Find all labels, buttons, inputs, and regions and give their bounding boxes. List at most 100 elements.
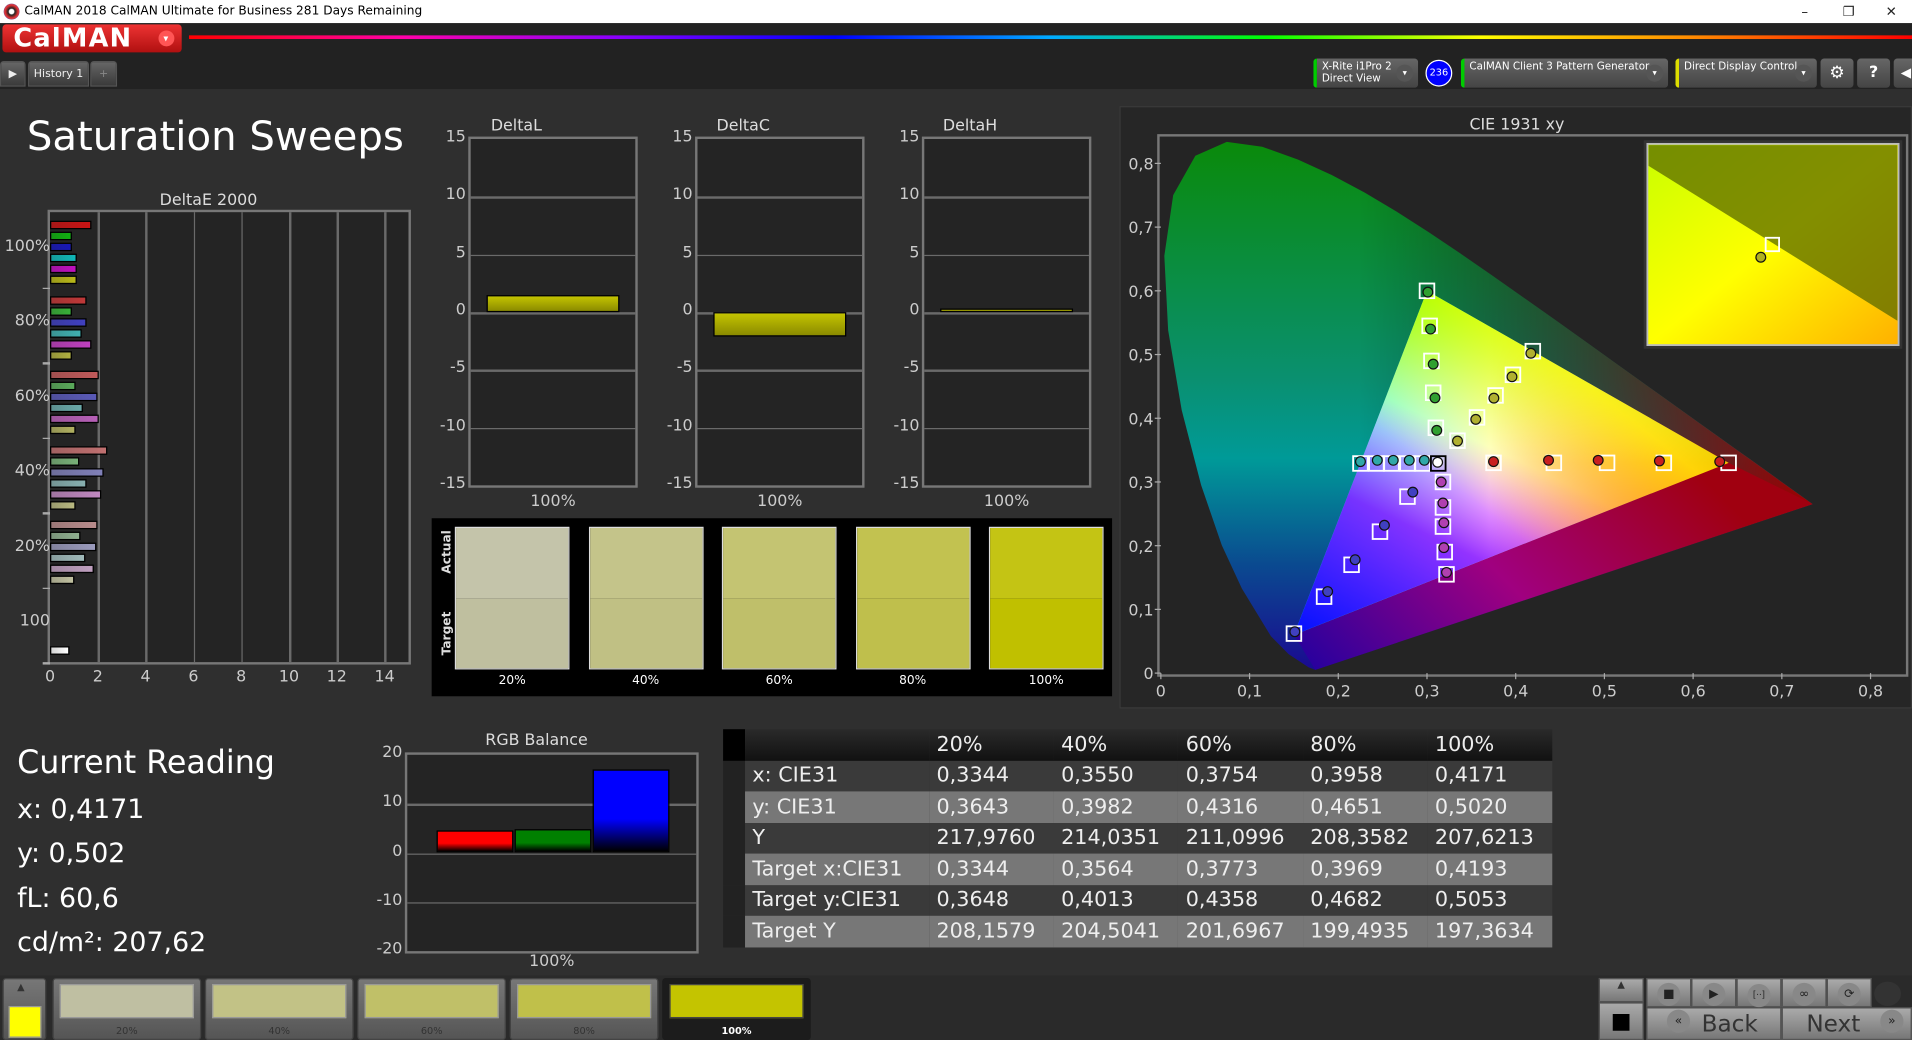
meter-selector[interactable]: X-Rite i1Pro 2 Direct View ▾ [1313, 58, 1419, 88]
table-row: Y 217,9760 214,0351 211,0996 208,3582 207,621… [723, 822, 1553, 854]
x-tick-label: 0,2 [1326, 681, 1351, 700]
category-label: 100% [530, 492, 576, 511]
cie-title: CIE 1931 xy [1469, 115, 1565, 135]
y-tick-label: 10 [445, 185, 466, 205]
target-color [856, 598, 969, 669]
patch-button-100%[interactable]: 100% [662, 977, 811, 1040]
loop-button[interactable]: ∞ [1781, 977, 1827, 1008]
table-cell: 207,6213 [1427, 822, 1553, 854]
column-header: 40% [1053, 729, 1179, 761]
current-patch-button[interactable]: ▲ [2, 977, 47, 1040]
gridline [407, 902, 697, 904]
deltae-title: DeltaE 2000 [159, 191, 258, 210]
table-cell: 204,5041 [1053, 915, 1179, 947]
back-button[interactable]: « Back [1646, 1007, 1782, 1040]
purple-line-region [1293, 462, 1813, 670]
table-cell: 0,3648 [929, 884, 1054, 916]
help-icon[interactable]: ? [1857, 58, 1891, 88]
window-title: CalMAN 2018 CalMAN Ultimate for Business… [24, 4, 423, 19]
table-row: Target Y 208,1579 204,5041 201,6967 199,4935… [723, 915, 1553, 947]
table-cell: 0,3643 [929, 791, 1054, 823]
bracket-icon: [··] [1747, 984, 1771, 1008]
tab-history-1[interactable]: History 1 [28, 60, 90, 87]
minimize-button[interactable]: – [1801, 3, 1809, 20]
rainbow-divider [189, 35, 1912, 40]
bracket-button[interactable]: [··] [1736, 977, 1782, 1008]
deltae-bar [49, 381, 76, 391]
x-tick-label: 0,8 [1858, 681, 1883, 700]
gridline [241, 212, 244, 663]
target-square [1434, 473, 1452, 491]
measured-point [1418, 454, 1430, 466]
y-tick-mark [42, 287, 50, 289]
x-tick-label: 0,7 [1769, 681, 1794, 700]
x-tick-label: 2 [92, 668, 103, 687]
restore-button[interactable]: ❐ [1842, 3, 1855, 20]
refresh-icon: ⟳ [1837, 982, 1861, 1006]
measured-point [1438, 517, 1450, 529]
x-tick-label: 10 [278, 668, 300, 687]
y-tick-label: -5 [903, 358, 920, 378]
inset-target-square [1764, 236, 1781, 253]
y-tick-label: 0,1 [1128, 600, 1153, 619]
rgb-bar [514, 829, 592, 853]
calman-menu-button[interactable]: CalMAN ▾ [2, 24, 182, 53]
measured-point [1422, 286, 1434, 298]
stop-button[interactable]: ■ [1646, 977, 1692, 1008]
table-cell: Target x:CIE31 [745, 853, 930, 885]
patch-label: 40% [268, 1025, 291, 1037]
title-bar: CalMAN 2018 CalMAN Ultimate for Business… [0, 0, 1912, 24]
collapse-icon[interactable]: ◀ [1893, 58, 1912, 88]
deltae-bar [49, 564, 95, 574]
source-selector[interactable]: CalMAN Client 3 Pattern Generator ▾ [1460, 58, 1669, 88]
add-tab-button[interactable]: + [90, 60, 118, 87]
table-row: Target x:CIE31 0,3344 0,3564 0,3773 0,3969 0,… [723, 853, 1553, 885]
group-label: 100% [4, 237, 50, 256]
y-tick-label: 0,7 [1128, 218, 1153, 237]
measured-point [1543, 454, 1555, 466]
display-selector[interactable]: Direct Display Control ▾ [1675, 58, 1817, 88]
y-tick-label: 0,8 [1128, 154, 1153, 173]
delta-bar [940, 308, 1074, 313]
big-stop-button[interactable]: ■ [1598, 1002, 1644, 1040]
play-button[interactable]: ▶ [1691, 977, 1737, 1008]
measured-point [1429, 392, 1441, 404]
table-cell: 0,3982 [1053, 791, 1179, 823]
y-tick-label: 0,5 [1128, 346, 1153, 365]
table-cell: 0,3550 [1053, 760, 1179, 792]
category-label: 100% [757, 492, 803, 511]
actual-color [589, 527, 702, 599]
target-color [990, 598, 1103, 669]
measured-point [1354, 456, 1366, 468]
deltae-bar [49, 414, 99, 424]
swatch-label: 40% [632, 674, 660, 688]
measured-point [1714, 456, 1726, 468]
swatch-100% [988, 526, 1104, 670]
patch-button-60%[interactable]: 60% [357, 977, 507, 1040]
gear-icon[interactable]: ⚙ [1820, 58, 1854, 88]
y-tick-mark [42, 587, 50, 589]
table-cell: 0,5053 [1427, 884, 1553, 916]
patch-button-80%[interactable]: 80% [509, 977, 659, 1040]
meter-badge[interactable]: 236 [1425, 59, 1453, 87]
refresh-button[interactable]: ⟳ [1826, 977, 1872, 1008]
patch-button-20%[interactable]: 20% [52, 977, 202, 1040]
y-tick-label: -15 [666, 474, 693, 493]
play-tab-button[interactable]: ▶ [0, 60, 26, 87]
gridline [470, 427, 636, 430]
next-button[interactable]: Next » [1781, 1007, 1912, 1040]
row-marker [723, 791, 746, 823]
measured-point [1437, 497, 1449, 509]
close-button[interactable]: ✕ [1885, 3, 1897, 20]
target-square [1524, 342, 1542, 360]
up-arrow-icon[interactable]: ▲ [1598, 977, 1644, 1003]
gridline [697, 196, 863, 199]
x-tick-label: 0,6 [1681, 681, 1706, 700]
patch-button-40%[interactable]: 40% [204, 977, 354, 1040]
y-tick-label: -15 [893, 474, 920, 493]
actual-color [456, 527, 569, 599]
gridline [924, 369, 1089, 372]
y-tick-label: 0 [682, 301, 693, 320]
next-label: Next [1806, 1010, 1861, 1038]
